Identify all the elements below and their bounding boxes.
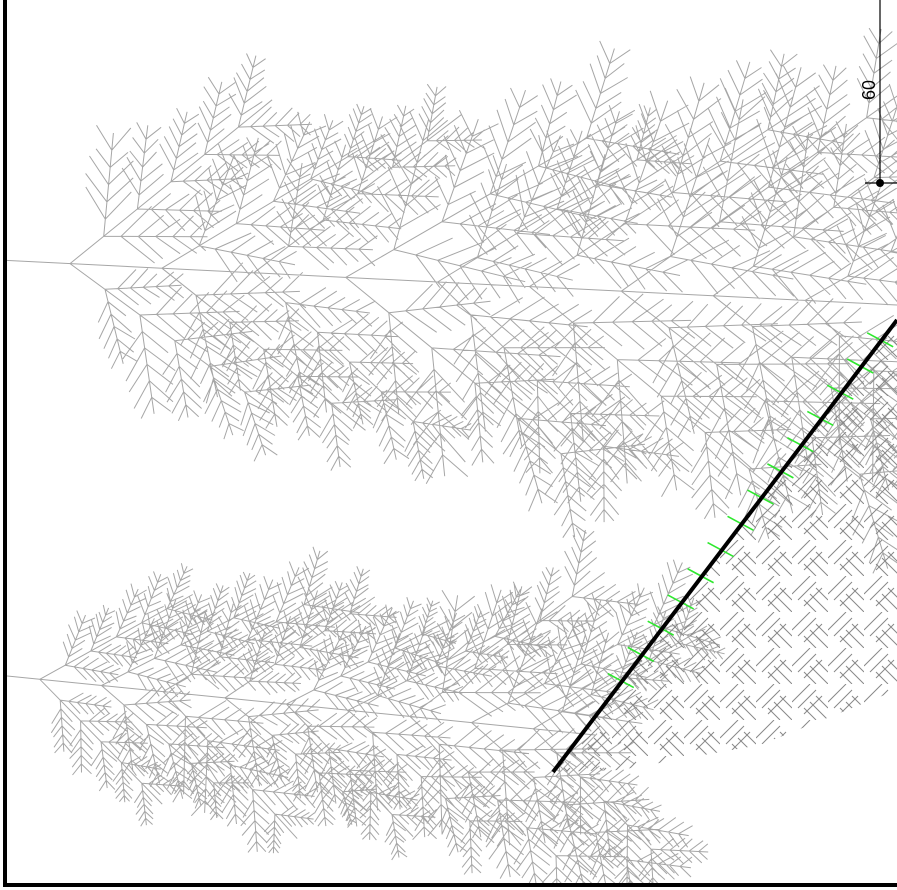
- cad-drawing: 60: [0, 0, 897, 890]
- dimension-dot: [876, 179, 884, 187]
- dimension-label: 60: [859, 80, 879, 100]
- page: 60 (() => { const data = JSON.parse(docu…: [0, 0, 897, 890]
